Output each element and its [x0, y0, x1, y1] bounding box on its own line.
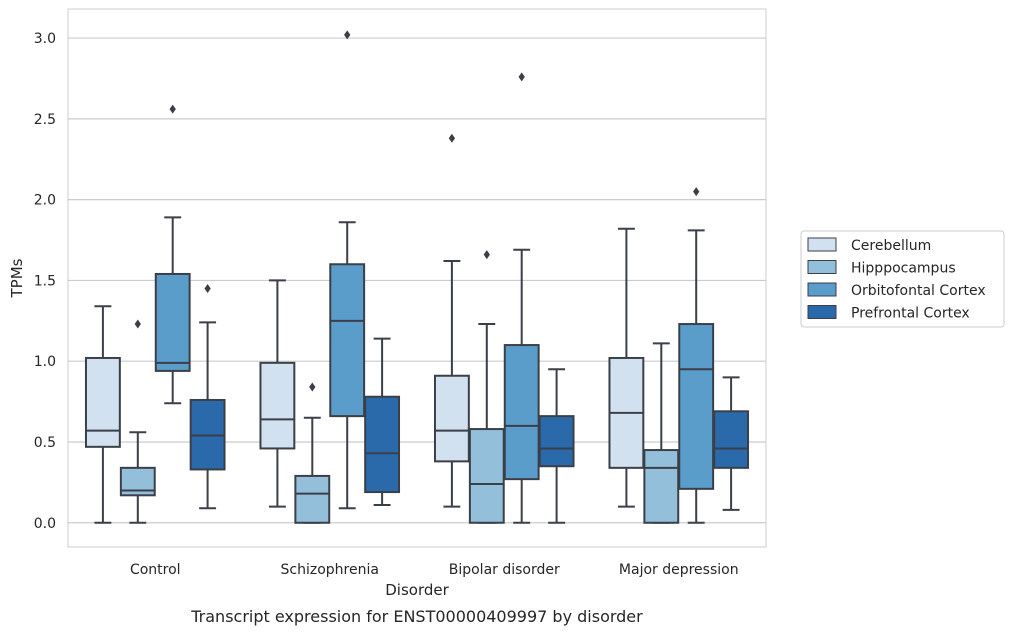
box-body [643, 449, 680, 524]
box-body [503, 344, 540, 481]
y-tick-label-2: 1.0 [34, 354, 56, 370]
box-3-3 [713, 376, 750, 511]
box-0-1 [119, 319, 156, 524]
box-body [678, 323, 715, 490]
legend: Cerebellum Hipppocampus Orbitofontal Corte… [800, 230, 1005, 328]
x-tick-label-0: Control [130, 562, 181, 578]
y-axis-title: TPMs [8, 258, 26, 298]
legend-frame [800, 230, 1005, 328]
box-0-3 [189, 284, 226, 510]
outlier-point-0 [518, 72, 525, 82]
outlier-point-0 [483, 250, 490, 260]
box-1-3 [364, 337, 401, 506]
legend-label-3: Prefrontal Cortex [851, 306, 970, 322]
outlier-point-0 [204, 284, 211, 294]
box-body [154, 272, 191, 372]
chart-caption: Transcript expression for ENST0000040999… [190, 607, 643, 626]
outlier-point-0 [169, 104, 176, 114]
box-1-1 [294, 382, 331, 524]
legend-swatch-0 [807, 237, 837, 252]
outlier-point-0 [344, 30, 351, 40]
box-2-0 [433, 133, 470, 508]
x-tick-label-2: Bipolar disorder [449, 562, 560, 578]
box-3-0 [608, 227, 645, 508]
outlier-point-0 [134, 319, 141, 329]
box-body [294, 474, 331, 524]
y-tick-label-0: 0.0 [34, 516, 56, 532]
box-0-2 [154, 104, 191, 405]
box-1-0 [259, 279, 296, 508]
box-body [364, 395, 401, 494]
y-tick-label-1: 0.5 [34, 435, 56, 451]
boxes [84, 30, 750, 524]
x-tick-labels: Control Schizophrenia Bipolar disorder Majo… [130, 562, 739, 578]
box-1-2 [329, 30, 366, 510]
box-body [468, 428, 505, 524]
x-axis-title: Disorder [385, 581, 449, 599]
box-body [713, 410, 750, 469]
y-tick-label-6: 3.0 [34, 31, 56, 47]
box-body [329, 263, 366, 418]
y-tick-label-3: 1.5 [34, 273, 56, 289]
legend-label-0: Cerebellum [851, 238, 931, 254]
box-2-2 [503, 72, 540, 524]
legend-label-1: Hipppocampus [851, 261, 956, 277]
outlier-point-0 [448, 133, 456, 143]
outlier-point-0 [693, 187, 700, 197]
y-tick-label-5: 2.5 [34, 112, 56, 128]
box-2-3 [538, 368, 575, 524]
box-body [433, 374, 470, 463]
box-3-1 [643, 342, 680, 524]
box-0-0 [84, 305, 121, 524]
box-body [259, 361, 296, 450]
y-tick-label-4: 2.0 [34, 193, 56, 209]
x-tick-label-1: Schizophrenia [281, 562, 379, 578]
x-tick-label-3: Major depression [619, 562, 739, 578]
legend-swatch-3 [807, 305, 837, 319]
box-3-2 [678, 187, 715, 524]
box-body [538, 415, 575, 468]
box-body [84, 356, 121, 448]
legend-label-2: Orbitofontal Cortex [851, 283, 986, 299]
plot-frame [67, 8, 767, 548]
legend-swatch-1 [807, 260, 837, 274]
outlier-point-0 [309, 382, 316, 392]
y-tick-labels: 0.0 0.5 1.0 1.5 2.0 2.5 3.0 [34, 31, 56, 532]
legend-swatch-2 [807, 282, 837, 297]
box-2-1 [468, 250, 505, 524]
